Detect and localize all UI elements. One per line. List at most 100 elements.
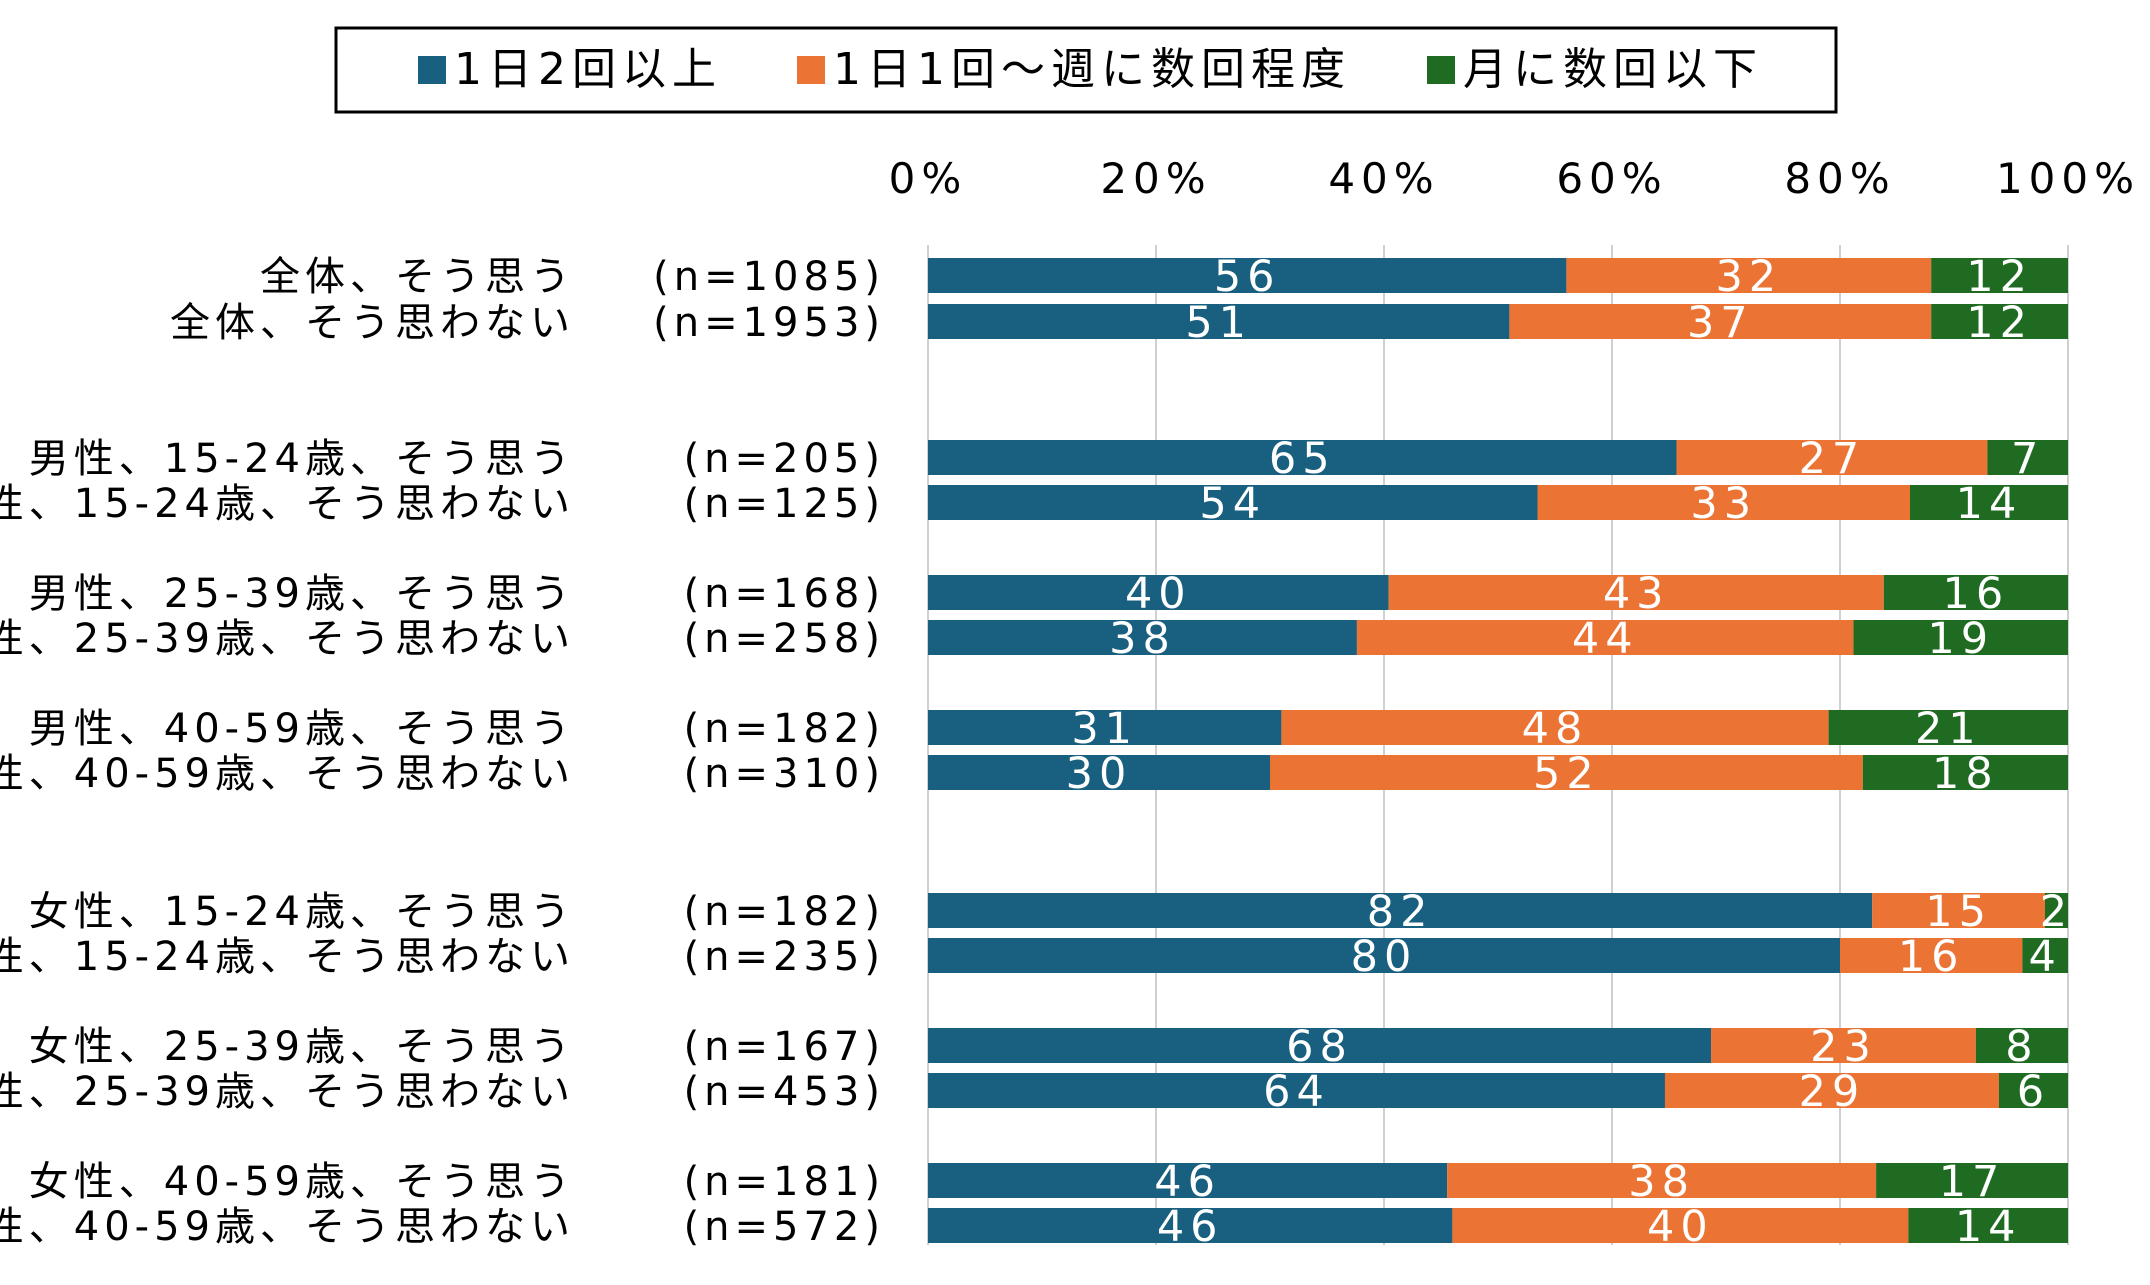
bar-segment [928, 710, 1282, 745]
bar-segment [1883, 575, 2068, 610]
bar-segment [2022, 938, 2068, 973]
x-tick-label: 20% [1100, 154, 1211, 203]
bar-segment [1828, 710, 2068, 745]
bar-segment [1908, 1208, 2068, 1243]
data-label: 65 [1269, 434, 1336, 484]
row-n-label: (n=235) [684, 934, 885, 980]
data-label: 18 [1932, 749, 1999, 799]
row-n-label: (n=125) [684, 481, 885, 527]
bar-segment [928, 893, 1873, 928]
data-label: 30 [1066, 749, 1133, 799]
row-n-label: (n=1085) [653, 254, 885, 300]
row-label: 女性、15-24歳、そう思う [29, 889, 575, 935]
bar-segment [928, 938, 1840, 973]
bar-segment [928, 1073, 1665, 1108]
data-label: 12 [1966, 252, 2033, 302]
row-n-label: (n=1953) [653, 300, 885, 346]
bar-segment [1537, 485, 1910, 520]
row-n-label: (n=572) [684, 1204, 885, 1250]
chart-legend: 1日2回以上 1日1回～週に数回程度 月に数回以下 [334, 26, 1838, 114]
x-tick-label: 100% [1996, 154, 2140, 203]
data-label: 54 [1199, 479, 1266, 529]
data-label: 6 [2017, 1067, 2050, 1117]
row-n-label: (n=168) [684, 571, 885, 617]
data-label: 16 [1943, 569, 2010, 619]
data-label: 2 [2040, 887, 2073, 937]
bar-segment [1664, 1073, 1999, 1108]
data-label: 15 [1925, 887, 1992, 937]
data-label: 27 [1799, 434, 1866, 484]
row-label: 男性、25-39歳、そう思う [29, 571, 575, 617]
bar-segment [928, 485, 1538, 520]
bar-segment [1975, 1028, 2068, 1063]
data-label: 17 [1939, 1157, 2006, 1207]
data-label: 43 [1603, 569, 1670, 619]
bar-segment [1452, 1208, 1909, 1243]
row-label: 男性、15-24歳、そう思わない [0, 481, 575, 527]
row-n-label: (n=181) [684, 1159, 885, 1205]
x-tick-label: 60% [1556, 154, 1667, 203]
data-label: 12 [1966, 298, 2033, 348]
data-label: 7 [2011, 434, 2044, 484]
bar-segment [2044, 893, 2068, 928]
data-label: 38 [1109, 614, 1176, 664]
bar-segment [928, 1028, 1712, 1063]
data-label: 21 [1915, 704, 1982, 754]
data-label: 38 [1628, 1157, 1695, 1207]
data-label: 14 [1956, 479, 2023, 529]
bar-segment [1356, 620, 1854, 655]
row-label: 女性、25-39歳、そう思う [29, 1024, 575, 1070]
row-label: 女性、15-24歳、そう思わない [0, 934, 575, 980]
data-label: 32 [1715, 252, 1782, 302]
data-label: 19 [1927, 614, 1994, 664]
data-label: 64 [1263, 1067, 1330, 1117]
bar-segment [928, 258, 1567, 293]
data-label: 14 [1955, 1202, 2022, 1252]
data-label: 68 [1286, 1022, 1353, 1072]
data-label: 56 [1214, 252, 1281, 302]
bar-segment [1509, 304, 1932, 339]
bar-segment [928, 620, 1357, 655]
data-label: 23 [1810, 1022, 1877, 1072]
x-axis-ticks: 0% 20% 40% 60% 80% 100% [889, 154, 2140, 203]
bar-segment [928, 1163, 1448, 1198]
bar-segment [1281, 710, 1829, 745]
row-n-label: (n=167) [684, 1024, 885, 1070]
data-label: 82 [1367, 887, 1434, 937]
data-label: 52 [1533, 749, 1600, 799]
legend-swatch [418, 56, 446, 84]
x-tick-label: 40% [1328, 154, 1439, 203]
legend-entry-label: 1日1回～週に数回程度 [833, 44, 1351, 95]
legend-entry-label: 1日2回以上 [454, 44, 722, 95]
row-labels: 全体、そう思う (n=1085) 全体、そう思わない (n=1953) 男性、15-24… [0, 254, 885, 1250]
row-label: 女性、25-39歳、そう思わない [0, 1069, 575, 1115]
data-label: 48 [1522, 704, 1589, 754]
data-label: 44 [1572, 614, 1639, 664]
row-n-label: (n=453) [684, 1069, 885, 1115]
bar-segment [928, 440, 1677, 475]
data-label: 4 [2029, 932, 2062, 982]
data-label: 16 [1898, 932, 1965, 982]
bar-segment [1447, 1163, 1877, 1198]
bar-segment [1876, 1163, 2068, 1198]
data-label: 46 [1157, 1202, 1224, 1252]
bar-segment [1872, 893, 2045, 928]
data-label: 51 [1185, 298, 1252, 348]
bar-segment [1566, 258, 1932, 293]
bar-segment [928, 1208, 1453, 1243]
x-tick-label: 80% [1784, 154, 1895, 203]
row-n-label: (n=182) [684, 889, 885, 935]
data-label: 33 [1690, 479, 1757, 529]
row-label: 女性、40-59歳、そう思わない [0, 1204, 575, 1250]
row-label: 男性、15-24歳、そう思う [29, 436, 575, 482]
bar-segment [928, 575, 1389, 610]
data-label: 80 [1351, 932, 1418, 982]
bar-segment [1840, 938, 2023, 973]
row-label: 男性、40-59歳、そう思わない [0, 751, 575, 797]
bar-segment [928, 755, 1270, 790]
bar-segment [1909, 485, 2068, 520]
row-n-label: (n=182) [684, 706, 885, 752]
bar-segment [1862, 755, 2068, 790]
